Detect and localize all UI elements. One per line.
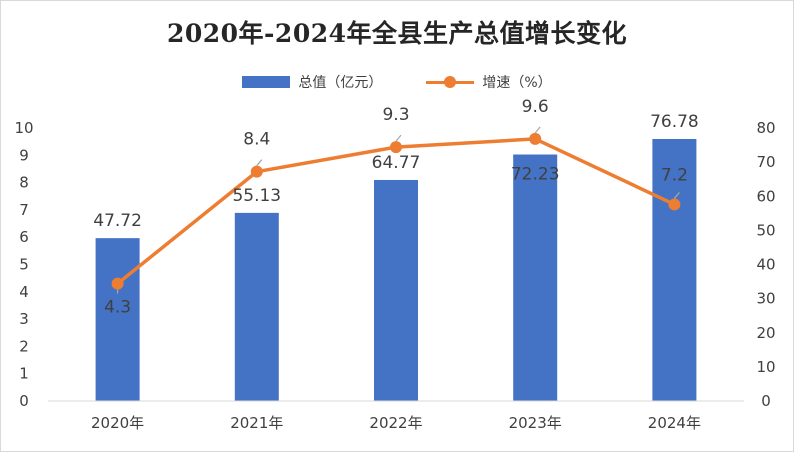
- left-axis-tick-6: 6: [19, 228, 29, 246]
- x-axis-tick-2: 2022年: [369, 414, 422, 432]
- x-axis-tick-3: 2023年: [509, 414, 562, 432]
- growth-value-label-0: 4.3: [104, 298, 131, 318]
- x-axis-tick-1: 2021年: [230, 414, 283, 432]
- left-axis-tick-0: 0: [19, 392, 29, 410]
- right-axis-tick-2: 20: [756, 324, 775, 342]
- x-axis-tick-4: 2024年: [648, 414, 701, 432]
- bar-1: [234, 212, 279, 401]
- x-axis-tick-0: 2020年: [91, 414, 144, 432]
- right-axis-tick-0: 0: [761, 392, 771, 410]
- growth-leader-2: [395, 134, 402, 142]
- chart-title: 2020年-2024年全县生产总值增长变化: [166, 19, 628, 48]
- growth-marker-0: [111, 277, 124, 290]
- chart-legend: 总值（亿元） 增速（%）: [0, 72, 794, 92]
- growth-marker-3: [529, 132, 542, 145]
- legend-bar-swatch: [242, 76, 291, 88]
- bar-value-label-3: 72.23: [511, 165, 560, 185]
- bar-4: [652, 138, 697, 401]
- left-axis-tick-2: 2: [19, 337, 29, 355]
- left-axis-tick-4: 4: [19, 283, 29, 301]
- growth-leader-1: [256, 159, 263, 167]
- legend-item-total: 总值（亿元）: [242, 72, 382, 92]
- left-axis-tick-9: 9: [19, 146, 29, 164]
- right-axis-tick-7: 70: [756, 153, 775, 171]
- right-axis-tick-6: 60: [756, 187, 775, 205]
- left-axis-tick-5: 5: [19, 256, 29, 274]
- left-axis-tick-8: 8: [19, 174, 29, 192]
- growth-marker-4: [668, 198, 681, 211]
- bar-3: [513, 154, 558, 401]
- legend-label-growth: 增速（%）: [482, 75, 552, 91]
- growth-marker-1: [250, 165, 263, 178]
- right-axis-tick-3: 30: [756, 290, 775, 308]
- right-axis-tick-8: 80: [756, 119, 775, 137]
- legend-label-total: 总值（亿元）: [298, 75, 383, 91]
- left-axis-tick-3: 3: [19, 310, 29, 328]
- growth-leader-3: [534, 126, 541, 134]
- bar-0: [95, 238, 140, 401]
- legend-item-growth: 增速（%）: [426, 72, 552, 92]
- growth-marker-2: [390, 141, 402, 154]
- bar-2: [374, 179, 418, 401]
- right-axis-tick-1: 10: [756, 358, 775, 376]
- bar-value-label-4: 76.78: [650, 112, 699, 132]
- bar-value-label-2: 64.77: [372, 153, 421, 173]
- growth-leader-4: [673, 192, 680, 199]
- growth-value-label-4: 7.2: [661, 165, 688, 185]
- left-axis-tick-10: 10: [14, 119, 33, 137]
- legend-line-swatch: [426, 76, 475, 88]
- left-axis-tick-7: 7: [19, 201, 29, 219]
- left-axis-tick-1: 1: [19, 365, 29, 383]
- right-axis-tick-4: 40: [756, 256, 775, 274]
- growth-value-label-3: 9.6: [522, 97, 549, 117]
- bar-value-label-1: 55.13: [232, 186, 281, 206]
- right-axis-tick-5: 50: [756, 221, 775, 239]
- growth-value-label-1: 8.4: [243, 130, 270, 150]
- growth-value-label-2: 9.3: [382, 105, 409, 125]
- bar-value-label-0: 47.72: [93, 211, 142, 231]
